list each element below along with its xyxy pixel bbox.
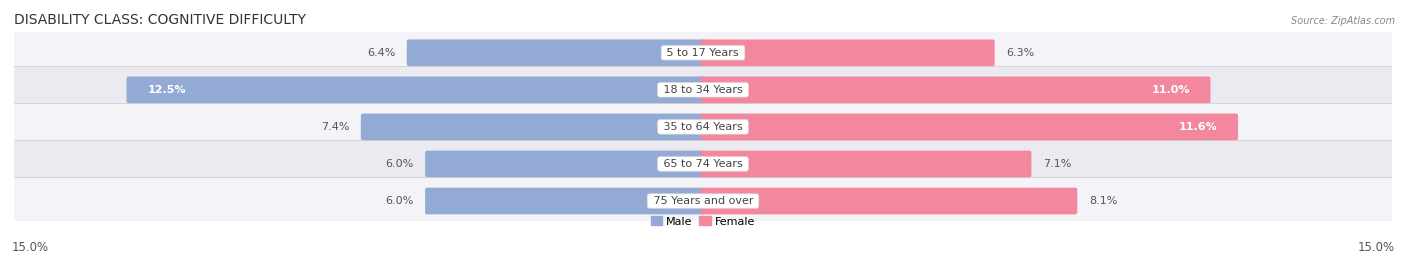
Text: 11.0%: 11.0% <box>1152 85 1189 95</box>
Text: 6.4%: 6.4% <box>367 48 395 58</box>
Text: 6.0%: 6.0% <box>385 159 413 169</box>
Text: 35 to 64 Years: 35 to 64 Years <box>659 122 747 132</box>
FancyBboxPatch shape <box>425 151 706 177</box>
FancyBboxPatch shape <box>127 76 706 103</box>
FancyBboxPatch shape <box>700 114 1239 140</box>
Text: 8.1%: 8.1% <box>1088 196 1118 206</box>
Text: 15.0%: 15.0% <box>11 241 48 254</box>
Text: 7.4%: 7.4% <box>321 122 349 132</box>
FancyBboxPatch shape <box>406 39 706 66</box>
FancyBboxPatch shape <box>361 114 706 140</box>
Text: 7.1%: 7.1% <box>1043 159 1071 169</box>
FancyBboxPatch shape <box>7 141 1399 187</box>
FancyBboxPatch shape <box>700 39 994 66</box>
FancyBboxPatch shape <box>700 151 1032 177</box>
Text: 11.6%: 11.6% <box>1178 122 1218 132</box>
Legend: Male, Female: Male, Female <box>647 212 759 231</box>
FancyBboxPatch shape <box>700 76 1211 103</box>
Text: 75 Years and over: 75 Years and over <box>650 196 756 206</box>
Text: DISABILITY CLASS: COGNITIVE DIFFICULTY: DISABILITY CLASS: COGNITIVE DIFFICULTY <box>14 13 307 27</box>
Text: 18 to 34 Years: 18 to 34 Years <box>659 85 747 95</box>
Text: 5 to 17 Years: 5 to 17 Years <box>664 48 742 58</box>
FancyBboxPatch shape <box>7 66 1399 113</box>
Text: 12.5%: 12.5% <box>148 85 186 95</box>
FancyBboxPatch shape <box>7 178 1399 224</box>
FancyBboxPatch shape <box>7 104 1399 150</box>
FancyBboxPatch shape <box>700 188 1077 214</box>
FancyBboxPatch shape <box>7 29 1399 76</box>
Text: 15.0%: 15.0% <box>1358 241 1395 254</box>
Text: 65 to 74 Years: 65 to 74 Years <box>659 159 747 169</box>
FancyBboxPatch shape <box>425 188 706 214</box>
Text: Source: ZipAtlas.com: Source: ZipAtlas.com <box>1291 16 1395 26</box>
Text: 6.3%: 6.3% <box>1007 48 1035 58</box>
Text: 6.0%: 6.0% <box>385 196 413 206</box>
